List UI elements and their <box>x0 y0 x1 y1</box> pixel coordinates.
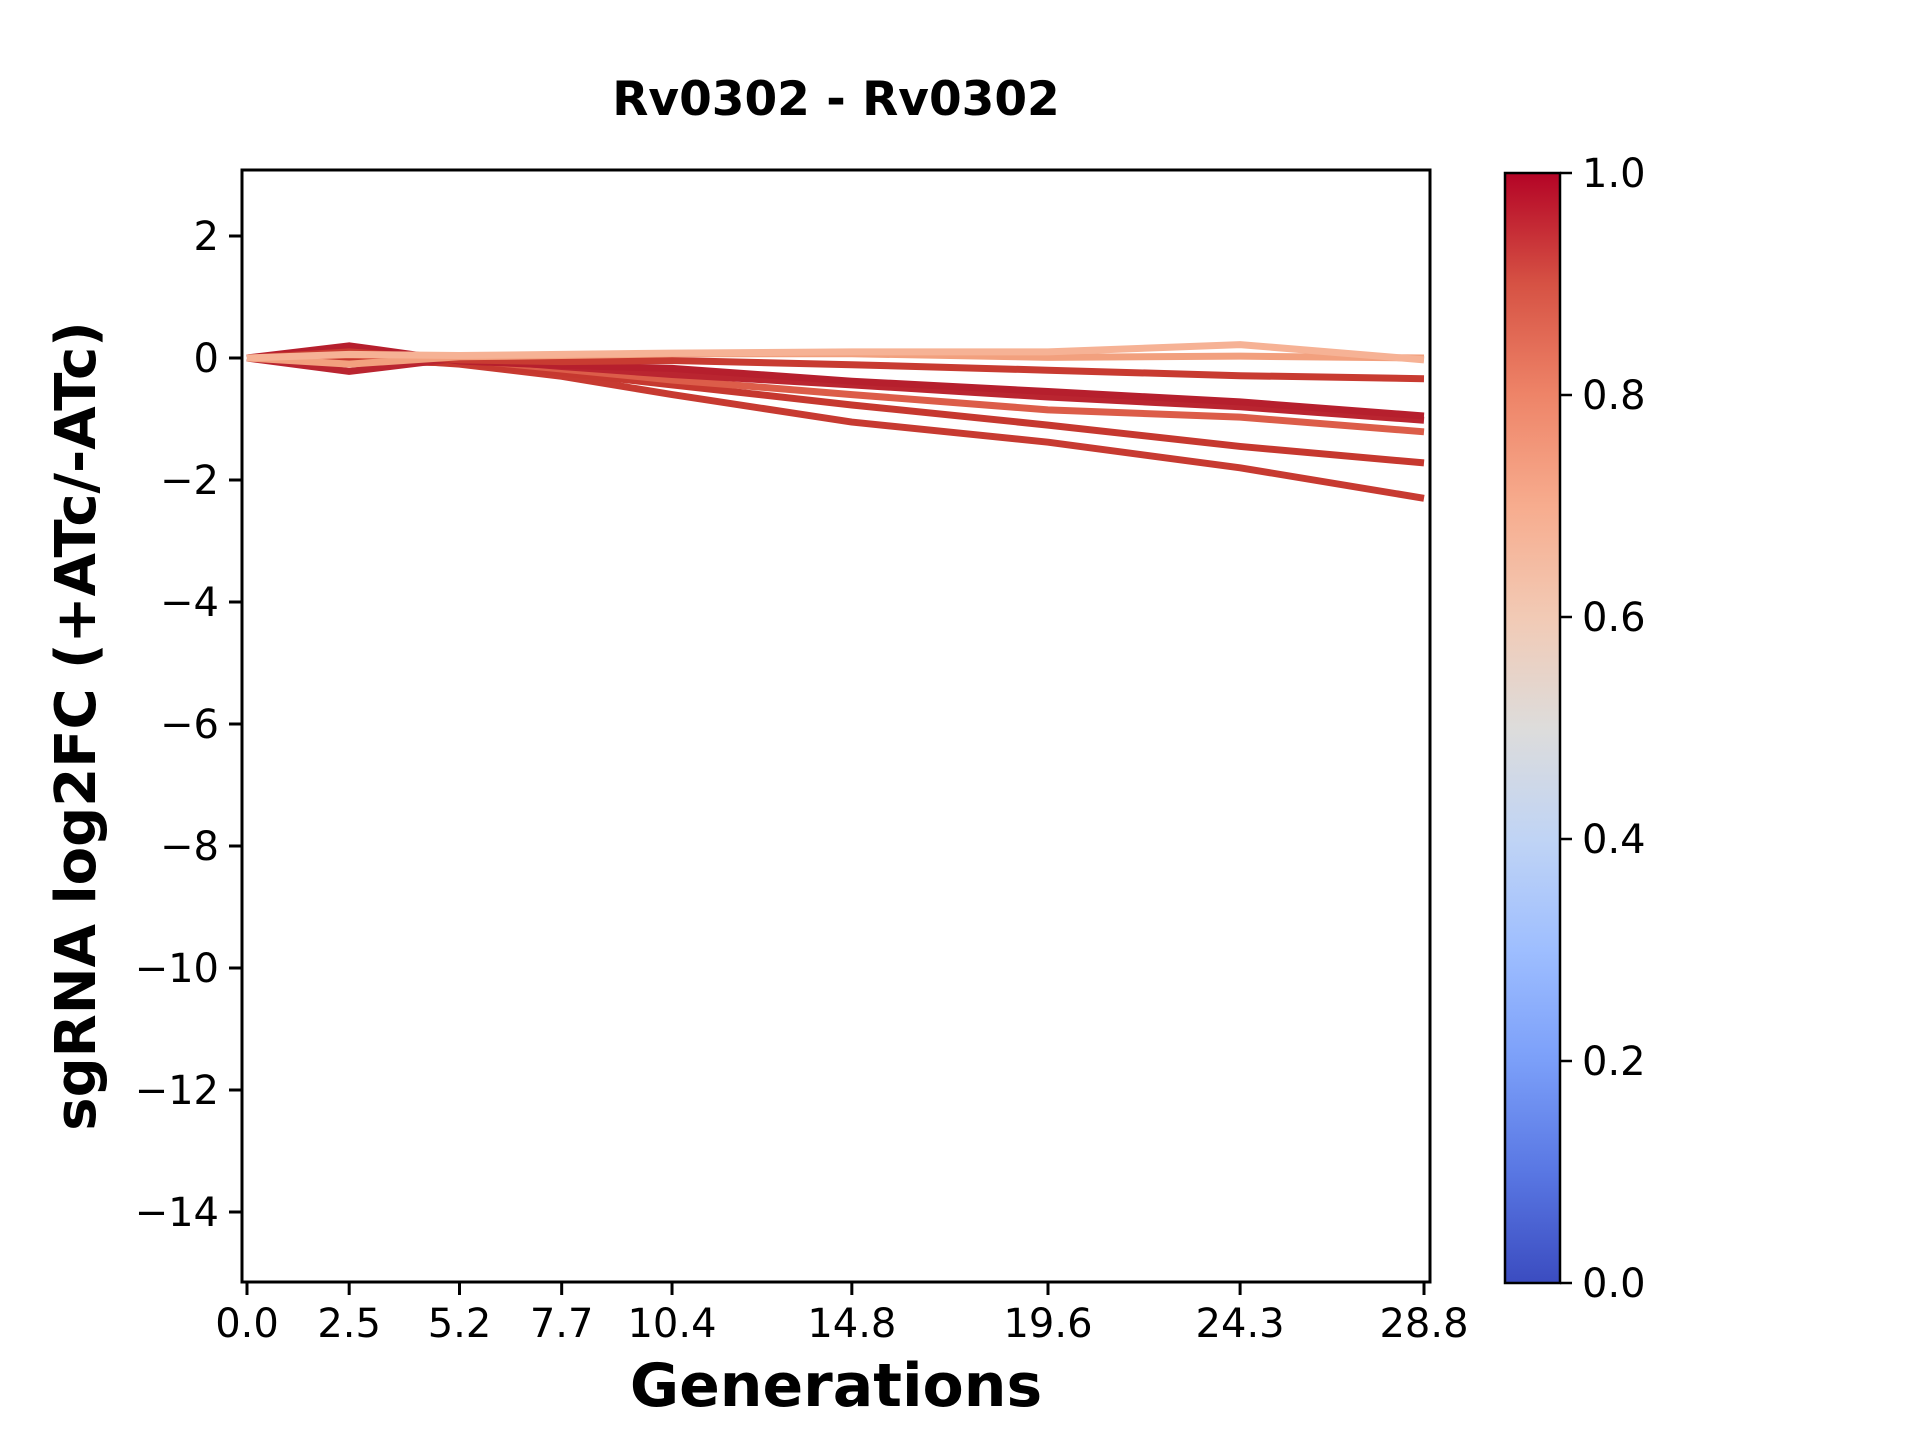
y-tick-label: −14 <box>135 1190 219 1236</box>
x-tick-label: 10.4 <box>627 1301 716 1347</box>
x-tick-label: 7.7 <box>530 1301 594 1347</box>
colorbar <box>1505 173 1560 1283</box>
x-tick-label: 14.8 <box>807 1301 896 1347</box>
y-axis-label: sgRNA log2FC (+ATc/-ATc) <box>44 321 109 1131</box>
x-tick-label: 2.5 <box>317 1301 381 1347</box>
colorbar-tick-label: 0.6 <box>1582 595 1646 641</box>
colorbar-tick-label: 0.8 <box>1582 373 1646 419</box>
colorbar-outline <box>1503 171 1562 1285</box>
y-tick-label: −8 <box>160 824 219 870</box>
x-tick-label: 28.8 <box>1379 1301 1468 1347</box>
sgRNA-line-5 <box>246 354 1425 424</box>
colorbar-tick-label: 0.0 <box>1582 1261 1646 1307</box>
x-tick-label: 24.3 <box>1196 1301 1285 1347</box>
axes-spines <box>240 168 1432 1284</box>
colorbar-tick-label: 0.2 <box>1582 1039 1646 1085</box>
sgRNA-line-4 <box>246 342 1425 420</box>
y-tick-label: −2 <box>160 458 219 504</box>
chart-title: Rv0302 - Rv0302 <box>612 72 1060 127</box>
plot-area <box>242 170 1430 1282</box>
x-axis-label: Generations <box>629 1351 1043 1421</box>
x-tick-label: 5.2 <box>428 1301 492 1347</box>
y-tick-label: −6 <box>160 702 219 748</box>
colorbar-tick-label: 0.4 <box>1582 817 1646 863</box>
y-tick-label: 0 <box>194 336 219 382</box>
x-tick-label: 19.6 <box>1003 1301 1092 1347</box>
y-tick-label: −10 <box>135 946 219 992</box>
sgRNA-line-1 <box>246 341 1425 364</box>
y-tick-label: −12 <box>135 1068 219 1114</box>
colorbar-tick-label: 1.0 <box>1582 151 1646 197</box>
y-tick-label: 2 <box>194 214 219 260</box>
x-tick-label: 0.0 <box>215 1301 279 1347</box>
y-tick-label: −4 <box>160 580 219 626</box>
